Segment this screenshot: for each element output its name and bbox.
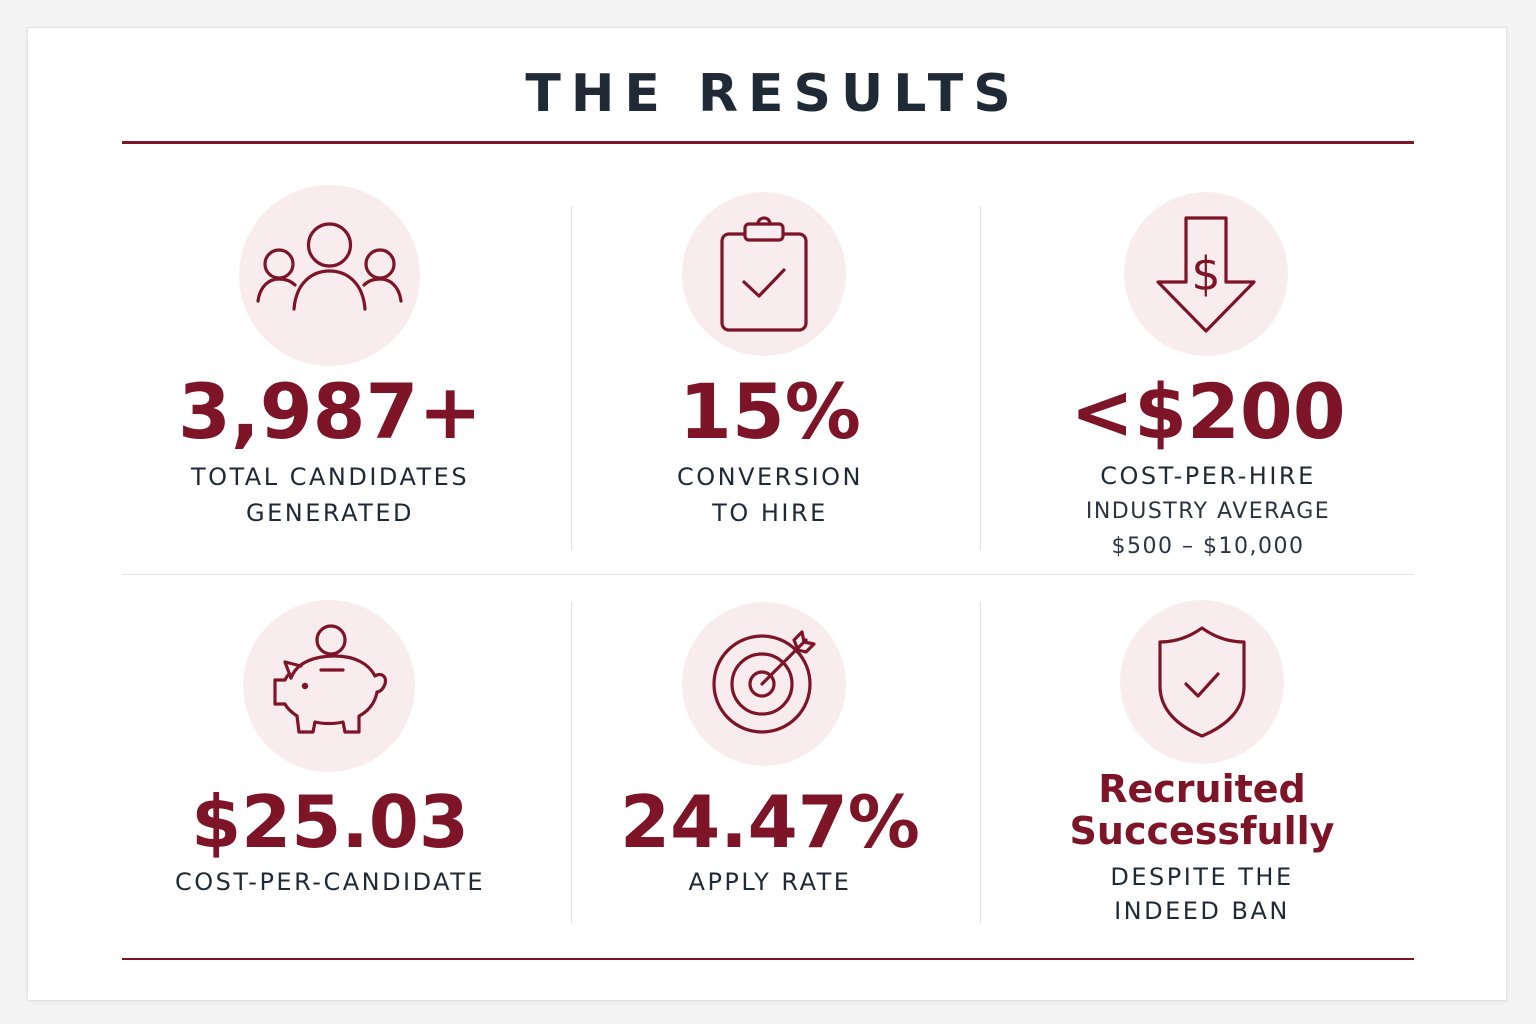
row-divider [122, 574, 1414, 575]
metric-label: COST-PER-HIRE [1100, 462, 1316, 490]
column-divider [980, 602, 981, 924]
metric-label: APPLY RATE [688, 868, 852, 896]
metric-label: COST-PER-CANDIDATE [174, 868, 486, 896]
metric-label: CONVERSION [676, 463, 863, 491]
target-arrow-icon [682, 602, 846, 766]
people-group-icon [239, 185, 420, 366]
column-divider [571, 206, 572, 550]
metric-sublabel: $500 – $10,000 [1111, 534, 1305, 559]
metric-apply-rate: 24.47% APPLY RATE [570, 0, 970, 1024]
metric-cost-per-hire: $ <$200 COST-PER-HIRE INDUSTRY AVERAGE $… [1008, 0, 1408, 1024]
metric-value: 15% [679, 367, 861, 456]
metric-label: TOTAL CANDIDATES [190, 463, 470, 491]
piggy-bank-icon [243, 600, 415, 772]
metric-label: INDEED BAN [1114, 897, 1290, 925]
metric-sublabel: INDUSTRY AVERAGE [1085, 499, 1331, 524]
column-divider [571, 602, 572, 924]
metric-total-candidates: 3,987+ TOTAL CANDIDATES GENERATED [130, 0, 530, 1024]
metric-label: GENERATED [246, 499, 414, 527]
metric-recruited-successfully: Recruited Successfully DESPITE THE INDEE… [1002, 0, 1402, 1024]
metric-conversion-to-hire: 15% CONVERSION TO HIRE [570, 0, 970, 1024]
metric-label: TO HIRE [712, 499, 828, 527]
svg-text:$: $ [1191, 247, 1220, 301]
results-card [27, 27, 1507, 1001]
metric-value: Successfully [1069, 809, 1335, 853]
shield-check-icon [1120, 600, 1284, 764]
clipboard-check-icon [682, 192, 846, 356]
metric-value: Recruited [1098, 767, 1306, 811]
column-divider [980, 206, 981, 550]
metric-cost-per-candidate: $25.03 COST-PER-CANDIDATE [130, 0, 530, 1024]
metric-value: 24.47% [620, 780, 920, 864]
metric-value: <$200 [1070, 367, 1346, 456]
page-title: THE RESULTS [525, 64, 1021, 124]
metric-value: $25.03 [191, 780, 469, 864]
metric-value: 3,987+ [177, 367, 483, 456]
metric-label: DESPITE THE [1110, 863, 1294, 891]
dollar-down-arrow-icon: $ [1124, 192, 1288, 356]
bottom-divider [122, 958, 1414, 960]
title-divider [122, 141, 1414, 144]
